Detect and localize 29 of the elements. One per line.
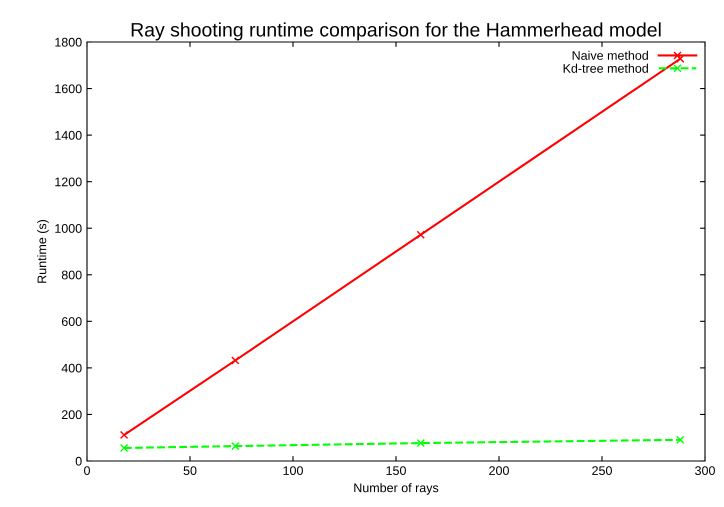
legend-label: Naive method [572,50,648,60]
x-tick-label: 150 [386,466,406,476]
x-tick-label: 250 [592,466,612,476]
y-tick-label: 0 [76,456,82,466]
x-tick-label: 0 [84,466,90,476]
point [416,230,425,239]
y-tick-label: 1600 [55,84,82,94]
y-tick-label: 600 [62,317,82,326]
y-axis-title: Runtime (s) [37,220,49,283]
y-tick-label: 1200 [55,177,82,186]
x-axis-title: Number of rays [354,483,438,495]
point [120,430,128,440]
y-tick-label: 1800 [55,38,82,47]
point [416,438,425,448]
point [231,356,240,365]
y-tick-label: 400 [62,364,82,373]
point [676,436,684,444]
x-tick-label: 200 [489,466,509,476]
x-tick-label: 300 [695,466,715,476]
y-tick-label: 1400 [55,130,82,140]
x-tick-label: 100 [284,466,303,476]
y-tick-label: 1000 [55,224,82,233]
point [231,442,240,450]
y-tick-label: 800 [62,270,82,280]
x-tick-label: 50 [184,466,196,476]
legend-label: Kd-tree method [564,64,648,73]
chart-title: Ray shooting runtime comparison for the Hammerhead model [132,22,661,40]
point [120,444,128,452]
y-tick-label: 200 [62,410,82,420]
